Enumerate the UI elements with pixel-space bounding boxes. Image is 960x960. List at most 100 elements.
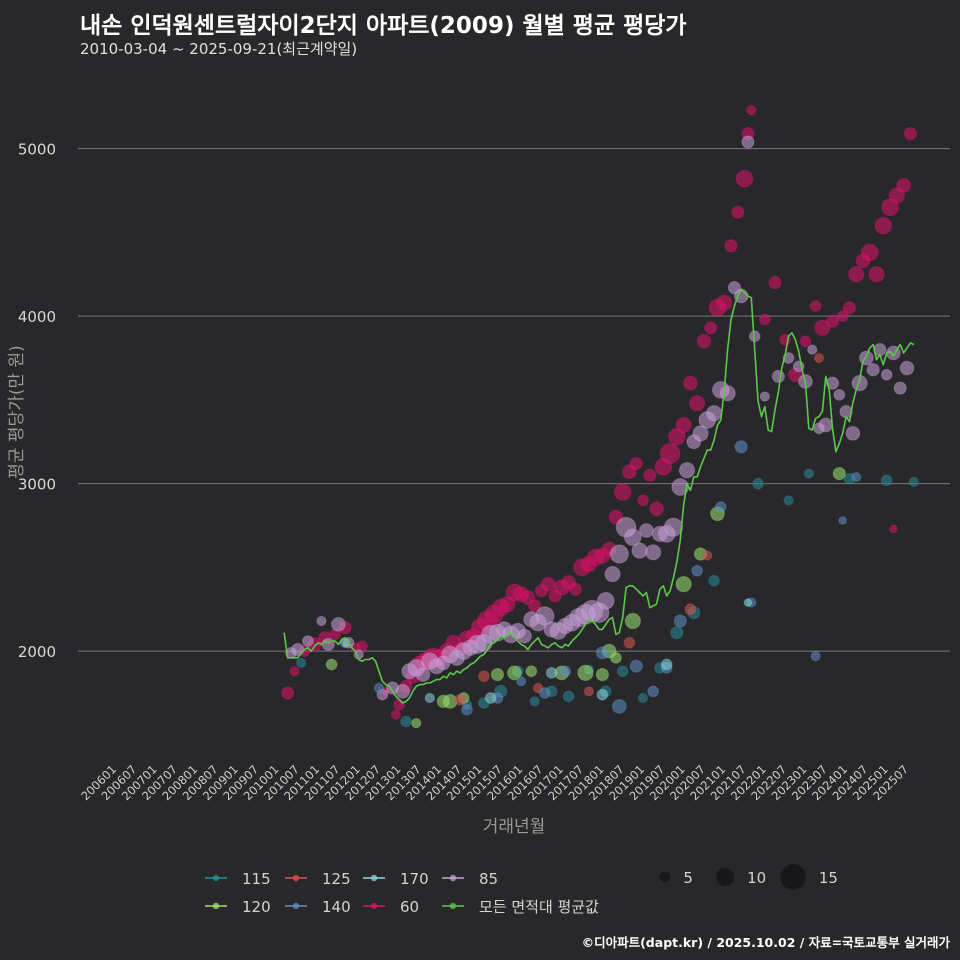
data-point-60 bbox=[689, 395, 706, 412]
data-point-85 bbox=[818, 417, 834, 433]
data-point-60 bbox=[540, 576, 556, 592]
data-point-85 bbox=[692, 425, 709, 442]
data-point-60 bbox=[393, 698, 406, 711]
size-legend-circle bbox=[780, 864, 806, 890]
data-point-115 bbox=[752, 477, 764, 490]
data-point-115 bbox=[616, 665, 629, 678]
legend-dot-swatch bbox=[370, 902, 378, 910]
legend-dot-swatch bbox=[449, 874, 457, 882]
data-point-140 bbox=[714, 501, 727, 513]
data-point-120 bbox=[507, 665, 522, 681]
data-point-85 bbox=[771, 369, 785, 384]
data-point-60 bbox=[643, 468, 657, 482]
data-point-115 bbox=[783, 495, 794, 506]
legend-dot-swatch bbox=[212, 874, 220, 882]
y-tick-label: 4000 bbox=[18, 308, 56, 326]
y-axis-label: 평균 평당가(만 원) bbox=[7, 345, 27, 479]
data-point-140 bbox=[734, 440, 748, 454]
chart-subtitle: 2010-03-04 ~ 2025-09-21(최근계약일) bbox=[80, 40, 358, 58]
data-point-85 bbox=[395, 683, 411, 699]
data-point-85 bbox=[866, 363, 880, 377]
size-legend-circle bbox=[715, 867, 735, 887]
grid-lines bbox=[78, 148, 950, 652]
size-legend-label: 5 bbox=[683, 869, 693, 887]
data-point-140 bbox=[595, 646, 609, 660]
x-axis-ticks: 2006012006072007012007072008012008072009… bbox=[78, 762, 911, 803]
legend: 115 125 170 85 120 140 60 모든 면적대 평균값 bbox=[205, 870, 599, 916]
size-legend-label: 15 bbox=[819, 869, 838, 887]
data-point-60 bbox=[836, 310, 849, 322]
data-point-85 bbox=[331, 616, 346, 632]
legend-item-140: 140 bbox=[285, 898, 351, 916]
legend-label: 170 bbox=[400, 870, 429, 888]
y-tick-label: 5000 bbox=[18, 141, 56, 159]
data-point-115 bbox=[400, 715, 412, 728]
data-point-120 bbox=[325, 658, 338, 671]
data-point-85 bbox=[825, 376, 840, 390]
data-point-60 bbox=[809, 300, 822, 312]
data-point-140 bbox=[838, 516, 848, 525]
data-point-170 bbox=[484, 692, 497, 704]
data-point-60 bbox=[868, 266, 885, 283]
data-point-115 bbox=[670, 626, 684, 640]
data-point-170 bbox=[743, 598, 753, 607]
data-point-60 bbox=[735, 169, 754, 188]
data-point-60 bbox=[289, 666, 300, 677]
data-point-85 bbox=[663, 517, 684, 537]
data-point-120 bbox=[490, 667, 505, 682]
legend-item-115: 115 bbox=[205, 870, 271, 888]
data-point-85 bbox=[639, 523, 654, 538]
data-point-125 bbox=[583, 686, 594, 697]
legend-label: 85 bbox=[479, 870, 498, 888]
data-point-140 bbox=[673, 614, 687, 628]
data-point-85 bbox=[899, 360, 915, 376]
data-point-60 bbox=[746, 105, 757, 116]
data-point-120 bbox=[595, 667, 609, 682]
data-point-120 bbox=[411, 718, 422, 729]
chart-title: 내손 인덕원센트럴자이2단지 아파트(2009) 월별 평균 평당가 bbox=[80, 13, 687, 39]
size-legend-circle bbox=[659, 871, 671, 883]
legend-label: 모든 면적대 평균값 bbox=[479, 898, 599, 916]
data-point-85 bbox=[859, 350, 874, 366]
data-point-85 bbox=[678, 462, 696, 479]
data-point-85 bbox=[609, 544, 629, 564]
legend-dot-swatch bbox=[449, 902, 457, 910]
data-point-85 bbox=[604, 565, 621, 583]
data-point-60 bbox=[860, 243, 879, 262]
data-point-85 bbox=[759, 391, 770, 402]
data-point-60 bbox=[848, 266, 865, 283]
legend-label: 125 bbox=[322, 870, 351, 888]
data-point-125 bbox=[702, 550, 713, 561]
data-point-140 bbox=[810, 651, 821, 662]
data-point-60 bbox=[704, 321, 718, 335]
legend-label: 140 bbox=[322, 898, 351, 916]
data-point-60 bbox=[896, 178, 911, 193]
data-point-120 bbox=[675, 576, 692, 593]
legend-label: 60 bbox=[400, 898, 419, 916]
data-point-60 bbox=[696, 333, 712, 349]
data-point-120 bbox=[525, 665, 538, 678]
data-point-120 bbox=[577, 664, 594, 682]
data-point-140 bbox=[629, 659, 643, 673]
data-point-60 bbox=[613, 483, 632, 501]
data-point-125 bbox=[813, 352, 825, 364]
x-axis-label: 거래년월 bbox=[483, 817, 546, 837]
data-point-115 bbox=[296, 657, 307, 668]
data-point-125 bbox=[623, 636, 636, 649]
legend-item-60: 60 bbox=[363, 898, 419, 916]
data-point-60 bbox=[758, 313, 771, 326]
data-point-85 bbox=[705, 405, 723, 422]
y-axis-ticks: 2000 3000 4000 5000 bbox=[18, 141, 56, 662]
data-point-125 bbox=[478, 670, 490, 683]
size-legend: 5 10 15 bbox=[659, 864, 838, 890]
data-point-85 bbox=[535, 606, 555, 626]
data-point-60 bbox=[675, 416, 692, 434]
data-point-85 bbox=[291, 642, 305, 657]
data-point-60 bbox=[568, 582, 582, 596]
legend-dot-swatch bbox=[370, 874, 378, 882]
average-line bbox=[283, 288, 915, 704]
data-point-60 bbox=[683, 375, 698, 391]
legend-label: 115 bbox=[242, 870, 271, 888]
data-point-60 bbox=[842, 301, 857, 315]
